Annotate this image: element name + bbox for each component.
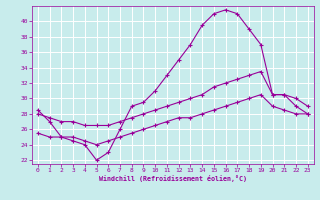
X-axis label: Windchill (Refroidissement éolien,°C): Windchill (Refroidissement éolien,°C) — [99, 175, 247, 182]
